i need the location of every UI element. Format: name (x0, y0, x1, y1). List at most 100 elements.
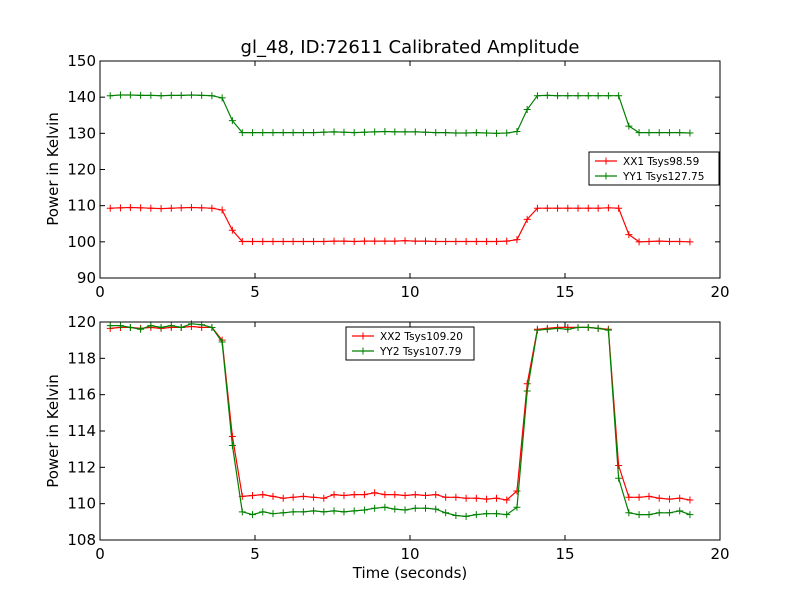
bottom-series-2-point (106, 322, 114, 330)
top-legend-box (588, 151, 720, 186)
top-series-2-point (625, 122, 633, 130)
top-series-1-point (269, 237, 277, 245)
top-series-2-point (320, 128, 328, 136)
bottom-series-2-point (615, 474, 623, 482)
top-y-tick-label: 100 (67, 233, 96, 251)
top-series-1-point (137, 204, 145, 212)
bottom-series-1-point (340, 491, 348, 499)
bottom-series-1-point (310, 493, 318, 501)
bottom-series-2-point (218, 338, 226, 346)
bottom-series-2-point (269, 510, 277, 518)
bottom-x-tick-label: 10 (400, 545, 419, 563)
top-series-1-point (340, 237, 348, 245)
bottom-x-tick-label: 15 (555, 545, 574, 563)
top-series-1-point (249, 237, 257, 245)
top-x-tick-label: 0 (95, 283, 105, 301)
top-series-2-point (208, 92, 216, 100)
top-series-2-line (110, 94, 690, 134)
top-series-1-point (411, 237, 419, 245)
top-series-1-point (584, 204, 592, 212)
bottom-series-1-point (503, 496, 511, 504)
top-y-axis-label: Power in Kelvin (44, 112, 62, 226)
top-series-2-point (564, 92, 572, 100)
bottom-series-1-point (299, 492, 307, 500)
top-series-1-point (401, 237, 409, 245)
top-y-tick-label: 110 (67, 197, 96, 215)
bottom-series-2-point (676, 507, 684, 515)
top-plot-area: 0 5 10 15 20 90 100 110 120 130 140 150 XX1 Tsys98.5… (67, 52, 729, 301)
bottom-series-2-point (635, 511, 643, 519)
top-series-1-point (177, 204, 185, 212)
bottom-series-2-point (401, 506, 409, 514)
top-series-2-point (106, 92, 114, 100)
top-series-2-point (289, 129, 297, 137)
bottom-series-2-point (360, 506, 368, 514)
bottom-series-2-point (310, 507, 318, 515)
top-series-2-point (686, 129, 694, 137)
bottom-series-2-point (574, 323, 582, 331)
top-series-1-point (106, 204, 114, 212)
top-series-1-point (543, 204, 551, 212)
bottom-y-tick-label: 114 (67, 422, 96, 440)
top-series-1-point (279, 237, 287, 245)
bottom-series-2-point (523, 387, 531, 395)
top-x-tick-label: 20 (710, 283, 729, 301)
top-series-1-point (676, 237, 684, 245)
top-series-1-point (360, 237, 368, 245)
bottom-series-2-line (110, 323, 691, 518)
top-series-2-point (167, 91, 175, 99)
top-series-1-point (665, 237, 673, 245)
bottom-series-1-point (320, 494, 328, 502)
top-series-2-point (411, 128, 419, 136)
top-series-1-point (167, 204, 175, 212)
top-series-1-point (218, 206, 226, 214)
top-series-2-point (269, 129, 277, 137)
top-series-1-point (208, 204, 216, 212)
top-series-1-point (523, 215, 531, 223)
top-series-1-point (604, 204, 612, 212)
bottom-series-1-point (655, 494, 663, 502)
top-series-2-point (249, 129, 257, 137)
top-series-2-point (543, 91, 551, 99)
bottom-series-2-point (289, 508, 297, 516)
top-series-2-point (310, 129, 318, 137)
bottom-series-1-point (350, 491, 358, 499)
top-series-1-point (147, 204, 155, 212)
bottom-series-1-point (330, 491, 338, 499)
top-series-1-point (452, 237, 460, 245)
bottom-series-2-point (604, 326, 612, 334)
bottom-legend-marker-2 (359, 347, 367, 355)
top-series-2-point (422, 128, 429, 136)
top-series-1-point (554, 204, 562, 212)
top-series-2-point (442, 129, 450, 137)
bottom-series-2-point (371, 504, 379, 512)
top-series-2-point (523, 105, 531, 113)
top-series-2-point (371, 128, 379, 136)
top-series-2-point (503, 129, 511, 137)
top-series-2-point (259, 129, 267, 137)
top-series-2-point (665, 129, 673, 137)
bottom-series-2-point (513, 503, 521, 511)
bottom-y-tick-label: 118 (67, 349, 96, 367)
bottom-series-1-point (249, 491, 257, 499)
bottom-series-2-point (299, 508, 307, 516)
bottom-series-1-point (259, 491, 267, 499)
top-legend-marker-1 (602, 157, 610, 165)
bottom-x-axis-label: Time (seconds) (352, 564, 468, 582)
bottom-legend-label-2: YY2 Tsys107.79 (379, 346, 461, 358)
bottom-series-1-point (411, 491, 419, 499)
top-series-1-point (157, 205, 165, 213)
top-series-2-point (137, 91, 145, 99)
bottom-y-axis-label: Power in Kelvin (44, 374, 62, 488)
bottom-series-2-point (483, 510, 491, 518)
bottom-x-tick-label: 5 (250, 545, 260, 563)
top-series-1-point (299, 237, 307, 245)
bottom-series-1-point (635, 493, 643, 501)
bottom-series-2-point (116, 322, 124, 330)
top-series-2-point (645, 129, 653, 137)
top-series-1-point (564, 204, 572, 212)
bottom-series-1-point (452, 493, 460, 501)
top-series-1-point (472, 237, 480, 245)
bottom-series-2-point (645, 511, 653, 519)
